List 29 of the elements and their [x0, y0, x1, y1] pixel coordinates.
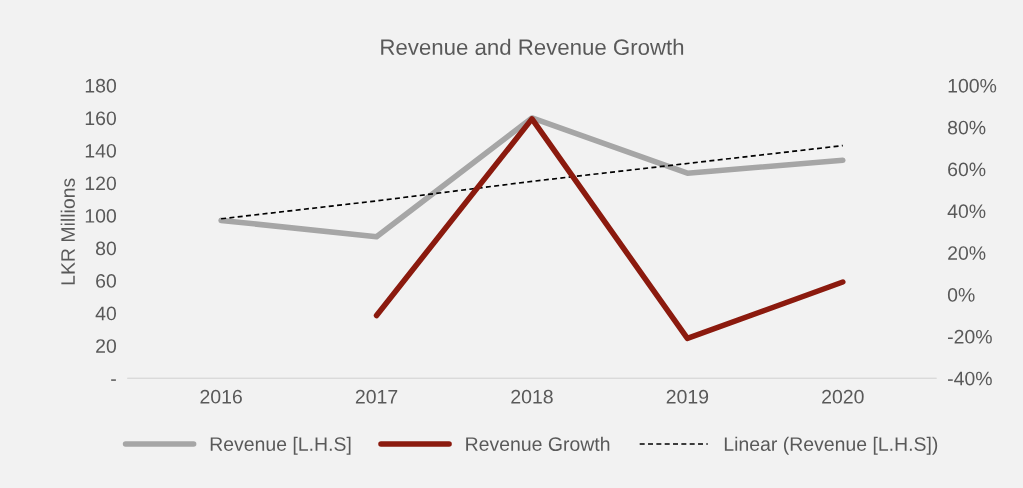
y-tick-label: 100: [85, 209, 117, 223]
legend-label: Revenue Growth: [466, 436, 610, 451]
legend-label: Linear (Revenue [L.H.S]): [724, 436, 938, 455]
y2-tick-label: 40%: [947, 204, 986, 219]
y2-tick-label: -40%: [948, 371, 992, 386]
line-series: [220, 144, 844, 220]
x-tick-label: 2017: [355, 389, 398, 404]
y-tick-label: 80: [95, 241, 117, 256]
y2-tick-label: 100%: [948, 78, 997, 93]
y2-tick-label: 60%: [948, 162, 986, 177]
x-tick-label: 2020: [822, 389, 864, 404]
y-tick-label: 160: [85, 111, 117, 126]
legend-label: Revenue [L.H.S]: [210, 436, 351, 455]
y2-tick-label: 20%: [948, 246, 986, 260]
x-tick-label: 2016: [200, 389, 242, 404]
x-tick-label: 2018: [511, 389, 553, 404]
y-tick-label: 60: [96, 274, 117, 288]
y2-tick-label: 80%: [948, 120, 986, 135]
y-tick-label: 20: [96, 339, 117, 353]
y-tick-label: -: [111, 379, 116, 381]
y-axis-title: LKR Millions: [60, 178, 75, 285]
x-tick-label: 2019: [666, 389, 709, 404]
y-tick-label: 120: [85, 176, 117, 191]
y2-tick-label: 0%: [947, 288, 975, 302]
y-tick-label: 180: [85, 78, 117, 93]
chart-title: Revenue and Revenue Growth: [381, 38, 684, 56]
y2-tick-label: -20%: [948, 329, 992, 344]
y-tick-label: 140: [85, 143, 117, 158]
y-tick-label: 40: [95, 306, 117, 321]
